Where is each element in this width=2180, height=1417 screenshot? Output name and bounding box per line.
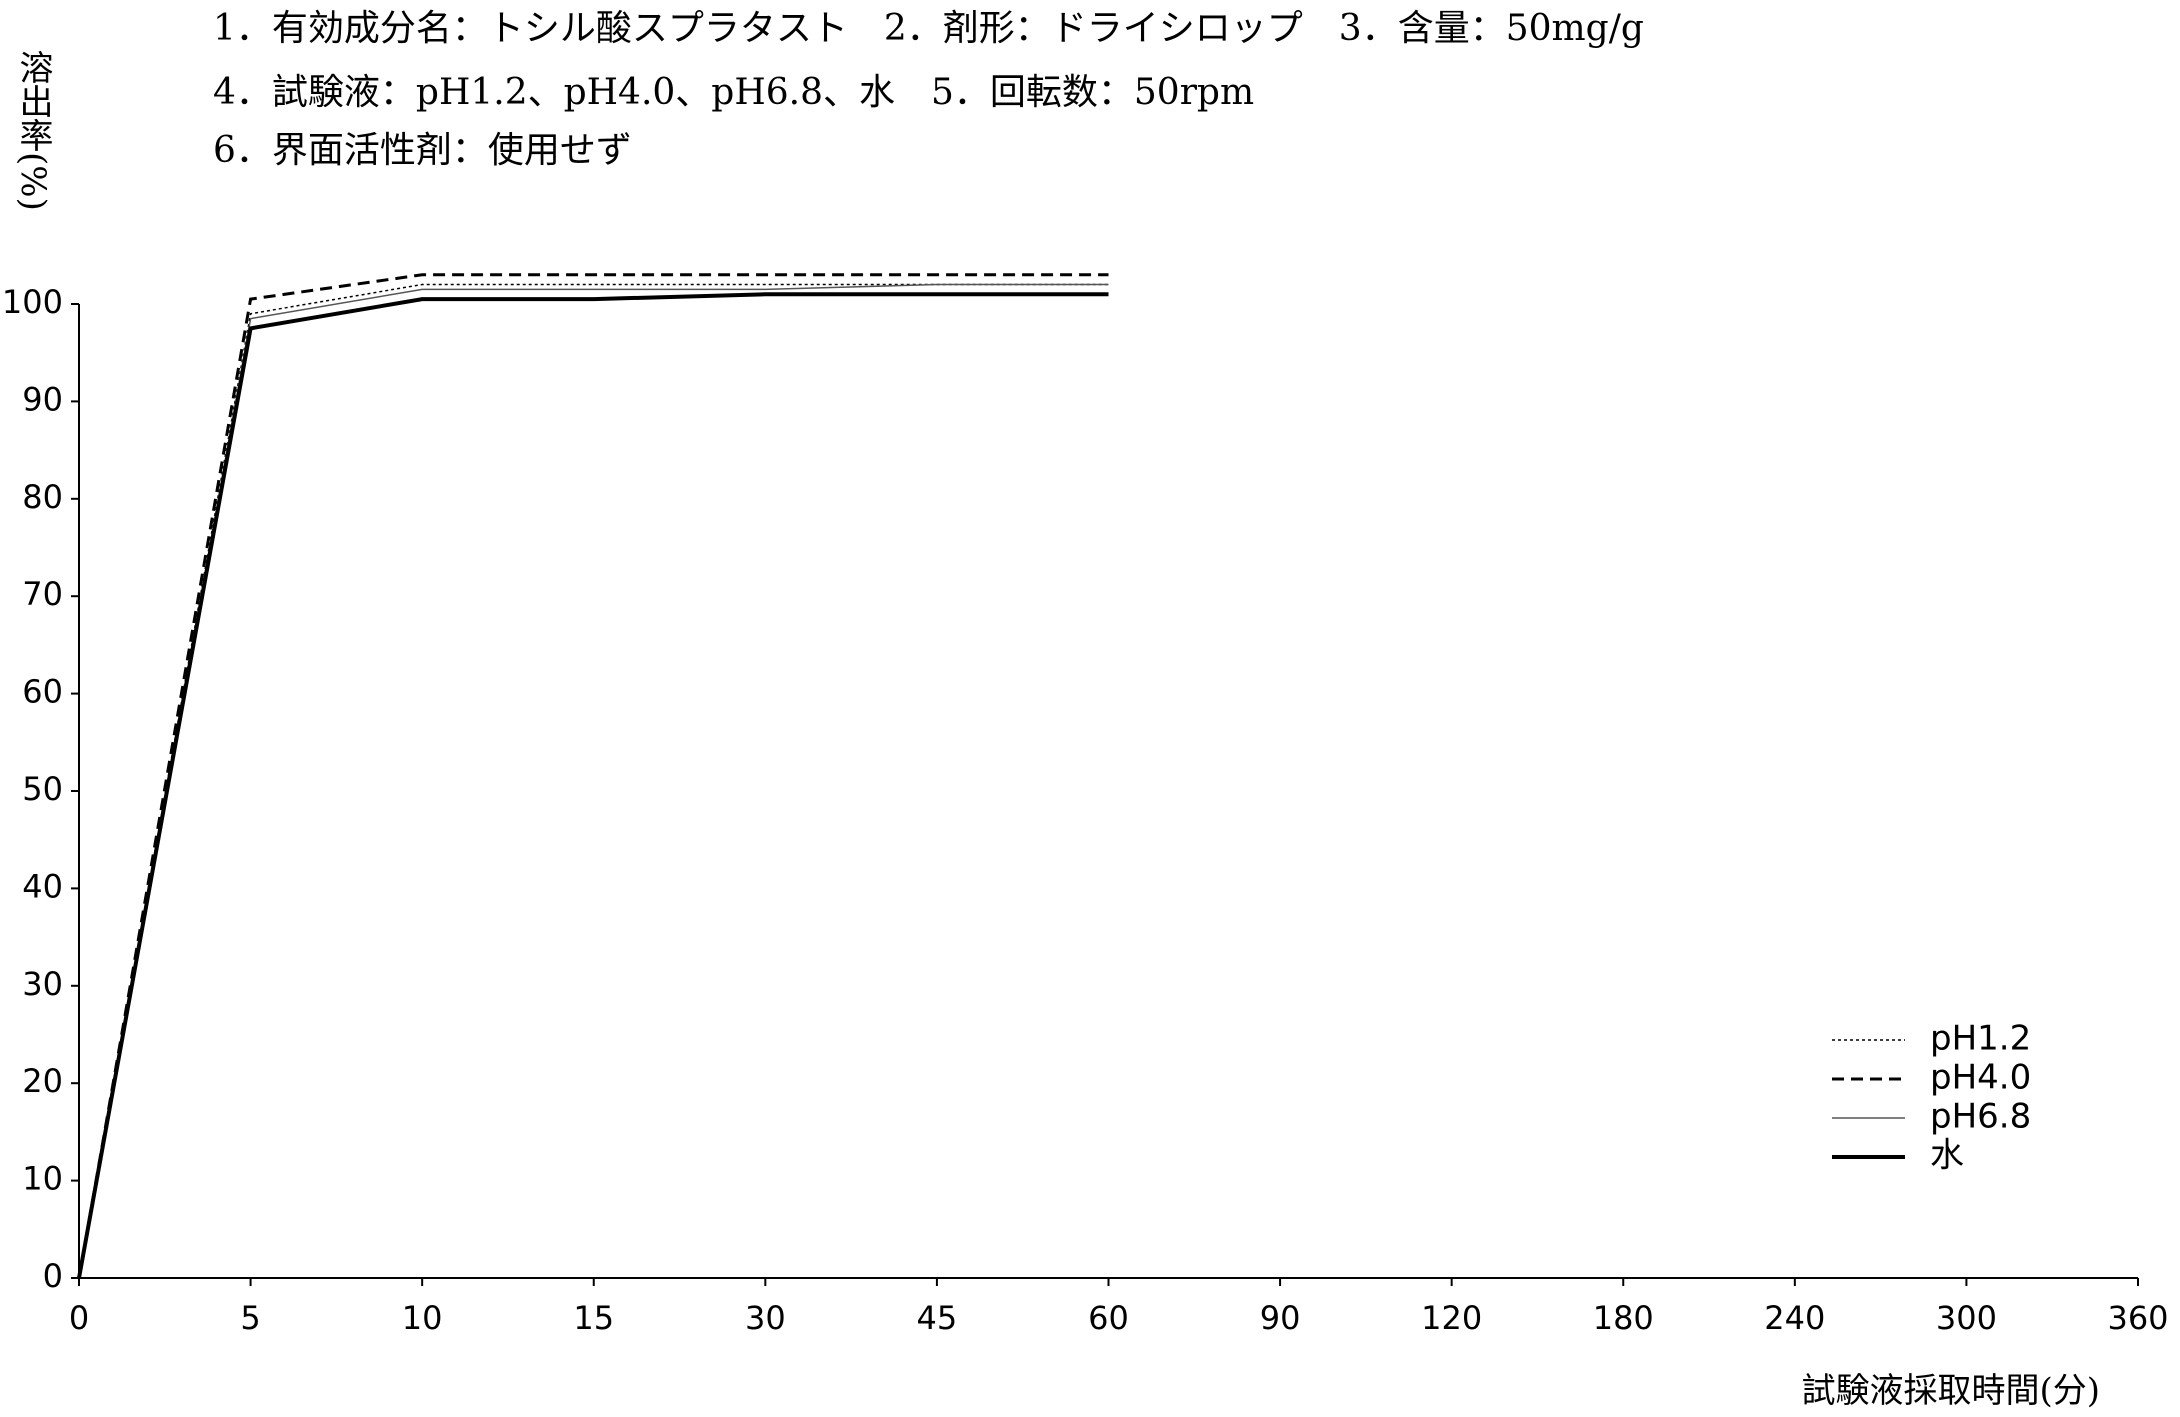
y-tick-label: 100 bbox=[2, 283, 63, 321]
x-tick-label: 90 bbox=[1260, 1299, 1301, 1337]
x-tick-label: 300 bbox=[1936, 1299, 1997, 1337]
x-tick-label: 30 bbox=[745, 1299, 786, 1337]
x-tick-label: 0 bbox=[69, 1299, 89, 1337]
title-line: 1．有効成分名：トシル酸スプラタスト 2．剤形：ドライシロップ 3．含量：50m… bbox=[213, 8, 1644, 49]
series-line bbox=[77, 273, 1109, 1279]
y-tick-label: 30 bbox=[22, 965, 63, 1003]
y-tick-label: 70 bbox=[22, 575, 63, 613]
x-tick-label: 360 bbox=[2107, 1299, 2168, 1337]
x-tick-label: 240 bbox=[1764, 1299, 1825, 1337]
title-line: 4．試験液：pH1.2、pH4.0、pH6.8、水 5．回転数：50rpm bbox=[213, 72, 1254, 113]
x-tick-label: 15 bbox=[573, 1299, 614, 1337]
y-tick-label: 60 bbox=[22, 673, 63, 711]
y-axis-label: 溶出率(%) bbox=[13, 50, 53, 211]
x-tick-label: 10 bbox=[402, 1299, 443, 1337]
title-line: 6．界面活性剤：使用せず bbox=[213, 130, 632, 171]
legend-label: pH4.0 bbox=[1930, 1058, 2031, 1098]
y-tick-label: 0 bbox=[43, 1257, 63, 1295]
x-tick-label: 5 bbox=[240, 1299, 260, 1337]
y-tick-label: 10 bbox=[22, 1160, 63, 1198]
x-axis-label: 試験液採取時間(分) bbox=[1801, 1371, 2100, 1411]
x-tick-label: 180 bbox=[1593, 1299, 1654, 1337]
legend-label: pH1.2 bbox=[1930, 1019, 2031, 1059]
legend-label: 水 bbox=[1930, 1136, 1964, 1176]
x-tick-label: 45 bbox=[917, 1299, 958, 1337]
y-tick-label: 40 bbox=[22, 867, 63, 905]
y-tick-label: 80 bbox=[22, 478, 63, 516]
x-tick-label: 60 bbox=[1088, 1299, 1129, 1337]
y-tick-label: 90 bbox=[22, 380, 63, 418]
y-tick-label: 20 bbox=[22, 1062, 63, 1100]
x-tick-label: 120 bbox=[1421, 1299, 1482, 1337]
legend-label: pH6.8 bbox=[1930, 1097, 2031, 1137]
series-line bbox=[77, 292, 1109, 1279]
series-line bbox=[78, 283, 1109, 1279]
y-tick-label: 50 bbox=[22, 770, 63, 808]
